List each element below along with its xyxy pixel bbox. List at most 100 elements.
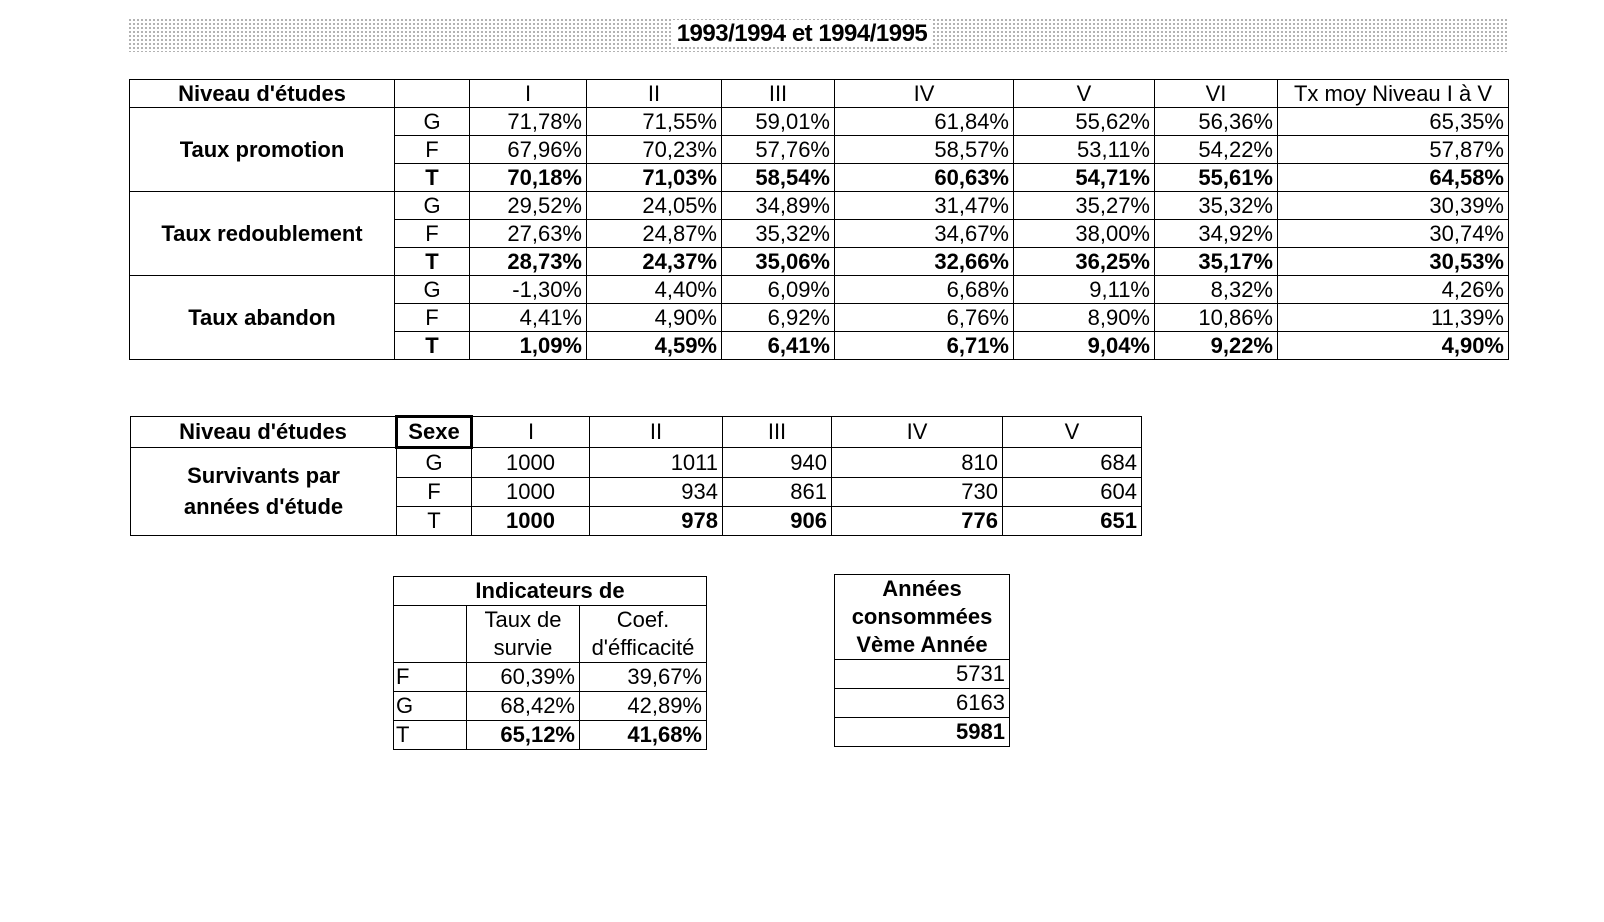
survivors-label-line2: années d'étude <box>183 493 344 519</box>
rates-sex-cell: T <box>394 163 470 192</box>
rates-value-cell: 30,39% <box>1277 191 1509 220</box>
rates-value-cell: 11,39% <box>1277 303 1509 332</box>
rates-value-cell: 55,62% <box>1013 107 1155 136</box>
indicators-corner-lower <box>393 634 467 663</box>
survivors-value-cell: 1000 <box>471 506 590 536</box>
rates-value-cell: 4,41% <box>469 303 587 332</box>
survivors-value-cell: 934 <box>589 477 723 507</box>
rates-value-cell: 38,00% <box>1013 219 1155 248</box>
rates-value-cell: 6,71% <box>834 331 1014 360</box>
rates-sex-cell: F <box>394 303 470 332</box>
rates-value-cell: 9,04% <box>1013 331 1155 360</box>
rates-value-cell: 30,74% <box>1277 219 1509 248</box>
rates-value-cell: 4,40% <box>586 275 722 304</box>
indicators-value-cell: 60,39% <box>466 662 580 692</box>
survivors-value-cell: 684 <box>1002 447 1142 478</box>
survivors-col-2: II <box>589 416 723 448</box>
survivors-header-sex: Sexe <box>395 415 473 449</box>
rates-value-cell: 71,03% <box>586 163 722 192</box>
rates-group-label: Taux abandon <box>129 275 395 360</box>
rates-value-cell: 29,52% <box>469 191 587 220</box>
years-value-cell: 5981 <box>834 717 1010 747</box>
survivors-header-row: Niveau d'études Sexe I II III IV V <box>130 415 1142 449</box>
rates-value-cell: 60,63% <box>834 163 1014 192</box>
indicators-col1-line1: Taux de <box>466 605 580 634</box>
rates-value-cell: 58,54% <box>721 163 835 192</box>
rates-value-cell: 32,66% <box>834 247 1014 276</box>
rates-value-cell: 35,27% <box>1013 191 1155 220</box>
rates-value-cell: 53,11% <box>1013 135 1155 164</box>
rates-value-cell: 24,05% <box>586 191 722 220</box>
rates-value-cell: 35,32% <box>1154 191 1278 220</box>
rates-value-cell: 10,86% <box>1154 303 1278 332</box>
rates-value-cell: 28,73% <box>469 247 587 276</box>
rates-value-cell: -1,30% <box>469 275 587 304</box>
indicators-row: T 65,12% 41,68% <box>393 720 707 750</box>
rates-value-cell: 54,22% <box>1154 135 1278 164</box>
rates-value-cell: 27,63% <box>469 219 587 248</box>
survivors-value-cell: 906 <box>722 506 832 536</box>
rates-value-cell: 35,06% <box>721 247 835 276</box>
rates-col-2: II <box>586 79 722 108</box>
rates-value-cell: 4,59% <box>586 331 722 360</box>
survivors-group-label: Survivants par années d'étude <box>130 447 397 536</box>
page-title: 1993/1994 et 1994/1995 <box>0 20 1604 48</box>
survivors-value-cell: 1011 <box>589 447 723 478</box>
indicators-value-cell: 42,89% <box>579 691 707 721</box>
rates-value-cell: 35,32% <box>721 219 835 248</box>
rates-row: Taux redoublement G 29,52% 24,05% 34,89% 31,4… <box>129 191 1509 276</box>
indicators-header-row: Indicateurs de <box>393 576 707 606</box>
years-value-cell: 5731 <box>834 659 1010 689</box>
years-header-row-3: Vème Année <box>834 631 1010 660</box>
survivors-value-cell: 978 <box>589 506 723 536</box>
survivors-sex-cell: G <box>396 447 472 478</box>
rates-value-cell: 57,87% <box>1277 135 1509 164</box>
rates-value-cell: 4,90% <box>586 303 722 332</box>
rates-sex-cell: F <box>394 219 470 248</box>
survivors-col-1: I <box>471 416 590 448</box>
years-header-line1: Années <box>834 574 1010 603</box>
rates-value-cell: 64,58% <box>1277 163 1509 192</box>
years-consumed-table: Années consommées Vème Année 5731 6163 598… <box>834 574 1010 747</box>
rates-col-avg: Tx moy Niveau I à V <box>1277 79 1509 108</box>
rates-value-cell: 58,57% <box>834 135 1014 164</box>
rates-value-cell: 34,89% <box>721 191 835 220</box>
rates-value-cell: 9,22% <box>1154 331 1278 360</box>
rates-value-cell: 8,32% <box>1154 275 1278 304</box>
rates-value-cell: 70,23% <box>586 135 722 164</box>
indicators-value-cell: 39,67% <box>579 662 707 692</box>
survivors-value-cell: 1000 <box>471 477 590 507</box>
survivors-value-cell: 861 <box>722 477 832 507</box>
rates-value-cell: 6,41% <box>721 331 835 360</box>
rates-value-cell: 67,96% <box>469 135 587 164</box>
rates-value-cell: 54,71% <box>1013 163 1155 192</box>
rates-sex-cell: T <box>394 247 470 276</box>
survivors-value-cell: 604 <box>1002 477 1142 507</box>
rates-value-cell: 55,61% <box>1154 163 1278 192</box>
years-header-row-1: Années <box>834 574 1010 603</box>
rates-value-cell: 71,78% <box>469 107 587 136</box>
survivors-col-5: V <box>1002 416 1142 448</box>
survivors-value-cell: 651 <box>1002 506 1142 536</box>
years-row: 5981 <box>834 717 1010 747</box>
indicators-value-cell: 68,42% <box>466 691 580 721</box>
indicators-col2-line2: d'éfficacité <box>579 634 707 663</box>
rates-value-cell: 6,09% <box>721 275 835 304</box>
rates-value-cell: 6,92% <box>721 303 835 332</box>
indicators-value-cell: 41,68% <box>579 720 707 750</box>
rates-value-cell: 35,17% <box>1154 247 1278 276</box>
survivors-header-level: Niveau d'études <box>130 416 397 448</box>
rates-col-5: V <box>1013 79 1155 108</box>
indicators-col1-line2: survie <box>466 634 580 663</box>
survivors-row: Survivants par années d'étude G 1000 1011 940… <box>130 447 1142 536</box>
rates-value-cell: 34,67% <box>834 219 1014 248</box>
rates-col-4: IV <box>834 79 1014 108</box>
rates-row: F 4,41% 4,90% 6,92% 6,76% 8,90% 10,86% 11,39% <box>130 303 1509 332</box>
survivors-value-cell: 810 <box>831 447 1003 478</box>
rates-value-cell: 4,90% <box>1277 331 1509 360</box>
survivors-table: Niveau d'études Sexe I II III IV V Survi… <box>130 415 1142 536</box>
rates-row: Taux promotion G 71,78% 71,55% 59,01% 61,84% 5… <box>129 107 1509 192</box>
rates-value-cell: 24,37% <box>586 247 722 276</box>
rates-value-cell: 6,76% <box>834 303 1014 332</box>
rates-col-1: I <box>469 79 587 108</box>
